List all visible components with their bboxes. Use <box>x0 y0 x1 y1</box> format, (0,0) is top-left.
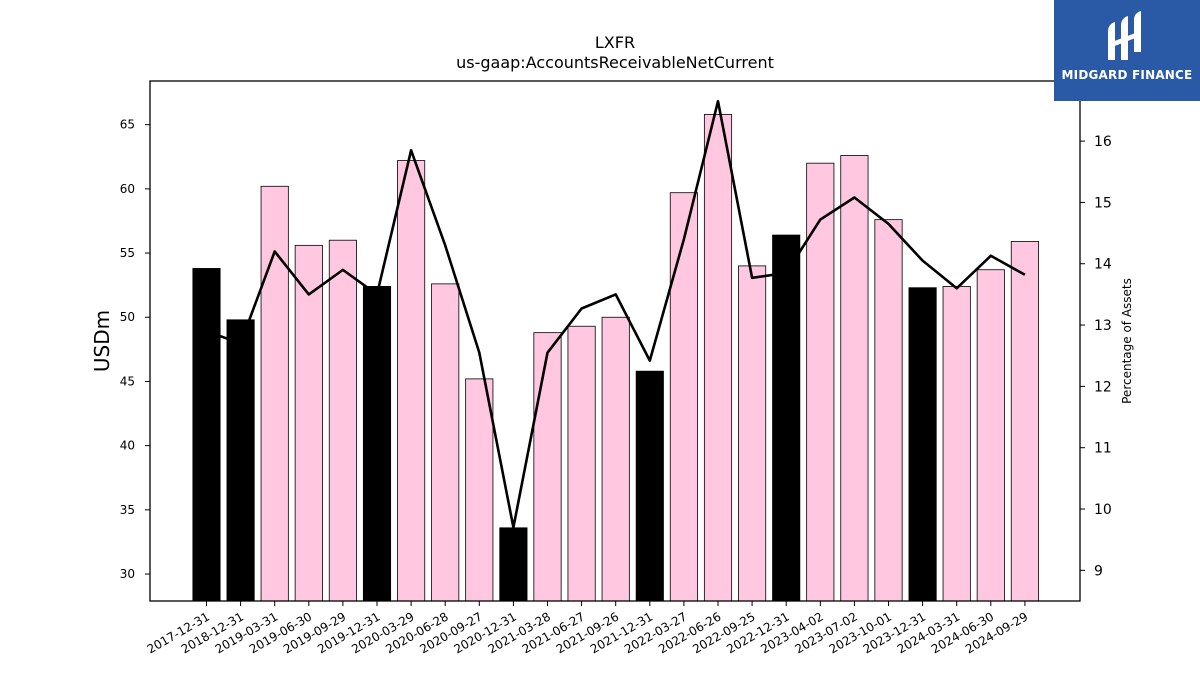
y2-axis-label: Percentage of Assets <box>1120 278 1134 404</box>
bar <box>397 160 426 602</box>
y2-tick-label: 10 <box>1094 502 1112 518</box>
y-tick-label: 50 <box>120 310 135 324</box>
y2-tick-label: 13 <box>1094 318 1112 334</box>
bar <box>1010 241 1039 602</box>
y-tick-label: 60 <box>120 182 135 196</box>
y-tick-label: 30 <box>120 567 135 581</box>
chart-subtitle: us-gaap:AccountsReceivableNetCurrent <box>456 53 774 72</box>
brand-logo: MIDGARD FINANCE <box>1054 0 1200 101</box>
y-tick-label: 40 <box>120 439 135 453</box>
y-tick-label: 35 <box>120 503 135 517</box>
y-tick-label: 45 <box>120 374 135 388</box>
bar <box>362 286 392 602</box>
bar <box>840 155 869 602</box>
bar <box>328 239 357 602</box>
chart-title: LXFR <box>595 33 635 52</box>
midgard-logo-icon <box>1108 11 1141 60</box>
y-axis-label: USDm <box>90 310 114 372</box>
bar <box>601 316 630 602</box>
bar <box>431 283 460 602</box>
y2-tick-label: 9 <box>1094 563 1103 579</box>
bar <box>226 319 255 602</box>
bar <box>772 234 801 602</box>
bar <box>567 325 596 602</box>
bar <box>294 244 323 602</box>
right-axis: 9 10 11 12 13 14 15 16 <box>1080 134 1112 579</box>
plot-frame <box>149 80 1081 602</box>
line-layer <box>206 99 1026 529</box>
bar <box>874 219 903 602</box>
y-tick-label: 55 <box>120 246 135 260</box>
y2-tick-label: 12 <box>1094 379 1112 395</box>
x-axis: 2017-12-312018-12-312019-03-312019-06-30… <box>145 601 1030 656</box>
bar <box>499 527 528 602</box>
bar <box>908 287 937 602</box>
y2-tick-label: 11 <box>1094 441 1112 457</box>
y-tick-label: 65 <box>120 118 135 132</box>
logo-text: MIDGARD FINANCE <box>1061 68 1193 82</box>
bar <box>669 192 698 602</box>
bar <box>942 286 971 602</box>
bar <box>260 185 289 602</box>
series-line <box>206 99 1026 529</box>
bar <box>465 378 494 602</box>
bar <box>976 269 1005 602</box>
bar <box>703 113 733 602</box>
bar <box>635 370 664 602</box>
y2-tick-label: 14 <box>1094 257 1112 273</box>
y2-tick-label: 16 <box>1094 134 1112 150</box>
left-axis: 30 35 40 45 50 55 60 65 <box>120 118 150 581</box>
y2-tick-label: 15 <box>1094 195 1112 211</box>
bar <box>192 268 221 602</box>
bar-group <box>192 113 1039 602</box>
bar <box>533 332 562 602</box>
bar <box>738 265 767 602</box>
bar <box>806 162 835 602</box>
